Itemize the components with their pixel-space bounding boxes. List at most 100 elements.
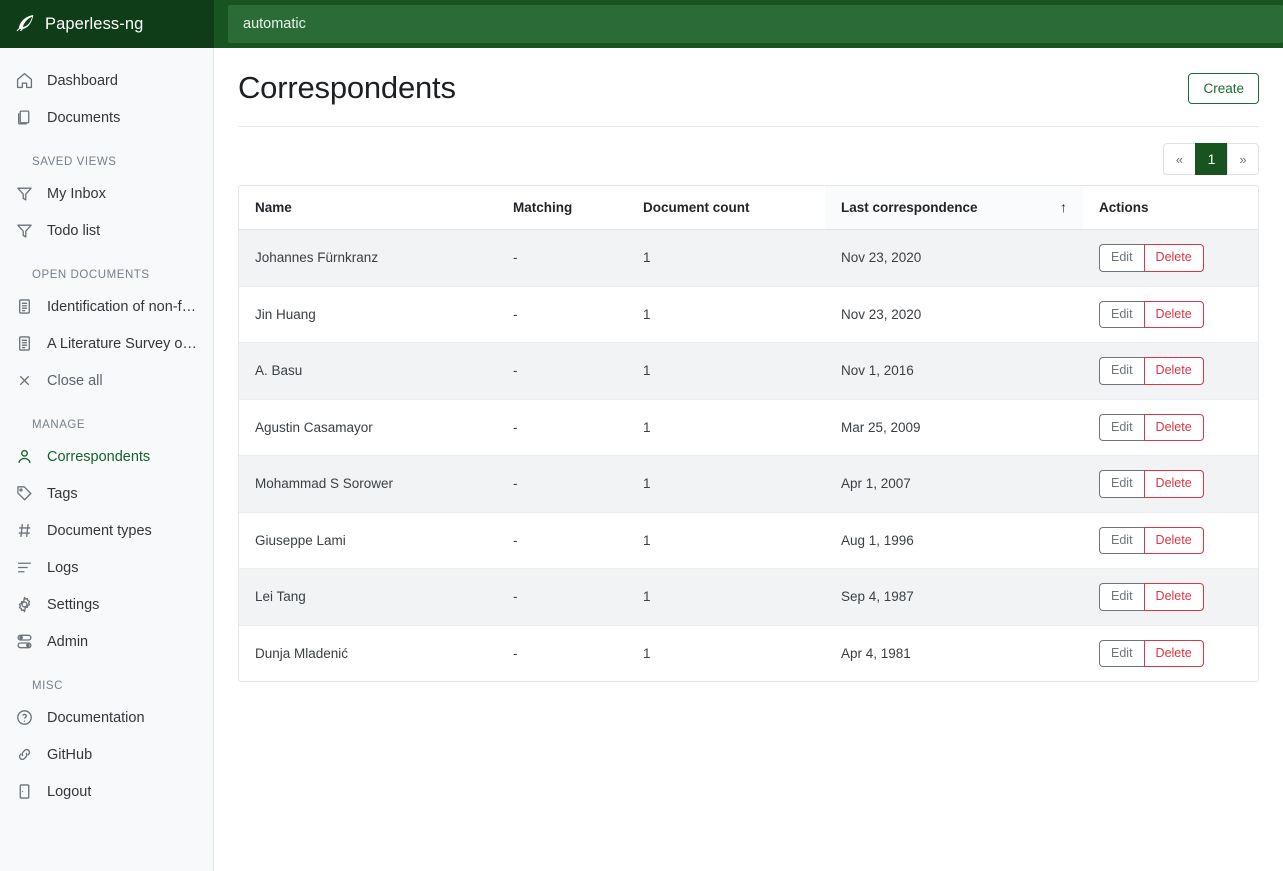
edit-button[interactable]: Edit <box>1099 357 1144 385</box>
cell-actions: Edit Delete <box>1083 399 1258 456</box>
cell-matching: - <box>497 455 627 513</box>
funnel-icon <box>16 222 33 239</box>
sidebar-item-documentation[interactable]: Documentation <box>0 699 213 736</box>
sidebar-item-logs[interactable]: Logs <box>0 549 213 586</box>
pagination-page-1[interactable]: 1 <box>1195 143 1227 175</box>
pagination-next[interactable]: » <box>1227 143 1259 175</box>
table-row: Dunja Mladenić -1 Apr 4, 1981 Edit Delete <box>239 625 1258 681</box>
sidebar-section-misc: Misc <box>32 680 63 692</box>
global-search-container <box>214 0 1283 48</box>
sidebar-section-manage: Manage <box>32 419 86 431</box>
create-button[interactable]: Create <box>1188 72 1259 104</box>
column-header-label: Last correspondence <box>841 200 978 215</box>
table-head: Name Matching Document count Last corres… <box>239 186 1258 230</box>
sidebar-item-label: Logout <box>47 783 92 800</box>
cell-document-count: 1 <box>627 286 825 343</box>
cell-actions: Edit Delete <box>1083 625 1258 681</box>
page-title: Correspondents <box>238 70 456 105</box>
toggles-icon <box>16 633 33 650</box>
edit-button[interactable]: Edit <box>1099 639 1144 667</box>
column-header-document-count[interactable]: Document count <box>627 186 825 230</box>
sidebar-item-logout[interactable]: Logout <box>0 773 213 810</box>
delete-button[interactable]: Delete <box>1143 357 1204 385</box>
cell-name: Johannes Fürnkranz <box>239 229 497 287</box>
sidebar-item-admin[interactable]: Admin <box>0 623 213 660</box>
delete-button[interactable]: Delete <box>1143 583 1204 611</box>
sidebar-item-close-all[interactable]: Close all <box>0 362 213 399</box>
edit-button[interactable]: Edit <box>1099 526 1144 554</box>
sidebar-item-label: Documentation <box>47 709 145 726</box>
column-header-name[interactable]: Name <box>239 186 497 230</box>
sidebar-item-label: Close all <box>47 372 103 389</box>
sidebar-section-open-documents: Open documents <box>32 269 150 281</box>
cell-last-correspondence: Mar 25, 2009 <box>825 399 1083 456</box>
sidebar-item-correspondents[interactable]: Correspondents <box>0 438 213 475</box>
sidebar-item-settings[interactable]: Settings <box>0 586 213 623</box>
sort-ascending-icon: ↑ <box>1060 199 1067 215</box>
sidebar-item-dashboard[interactable]: Dashboard <box>0 62 213 99</box>
sidebar-item-label: Logs <box>47 559 79 576</box>
row-action-group: Edit Delete <box>1099 526 1204 554</box>
sidebar-item-label: Identification of non-fu… <box>47 298 199 315</box>
cell-matching: - <box>497 625 627 681</box>
cell-document-count: 1 <box>627 455 825 513</box>
global-search-input[interactable] <box>228 5 1283 43</box>
cell-name: Mohammad S Sorower <box>239 455 497 513</box>
table-row: A. Basu -1 Nov 1, 2016 Edit Delete <box>239 342 1258 400</box>
column-header-last-correspondence[interactable]: Last correspondence ↑ <box>825 186 1083 230</box>
cell-name: A. Basu <box>239 342 497 400</box>
tag-icon <box>16 485 33 502</box>
hash-icon <box>16 522 33 539</box>
cell-document-count: 1 <box>627 229 825 287</box>
delete-button[interactable]: Delete <box>1143 470 1204 498</box>
edit-button[interactable]: Edit <box>1099 413 1144 441</box>
edit-button[interactable]: Edit <box>1099 244 1144 272</box>
sidebar-item-label: Settings <box>47 596 100 613</box>
cell-name: Jin Huang <box>239 286 497 343</box>
edit-button[interactable]: Edit <box>1099 583 1144 611</box>
row-action-group: Edit Delete <box>1099 300 1204 328</box>
delete-button[interactable]: Delete <box>1143 526 1204 554</box>
sidebar-item-github[interactable]: GitHub <box>0 736 213 773</box>
cell-matching: - <box>497 342 627 400</box>
correspondents-table-container: Name Matching Document count Last corres… <box>238 185 1259 682</box>
brand-area[interactable]: Paperless-ng <box>0 0 214 48</box>
sidebar-item-open-document-1[interactable]: Identification of non-fu… <box>0 288 213 325</box>
person-icon <box>16 448 33 465</box>
pagination-row: « 1 » <box>238 127 1259 185</box>
sidebar-item-documents[interactable]: Documents <box>0 99 213 136</box>
cell-matching: - <box>497 512 627 569</box>
cell-matching: - <box>497 286 627 343</box>
sidebar-item-my-inbox[interactable]: My Inbox <box>0 175 213 212</box>
cell-last-correspondence: Nov 1, 2016 <box>825 342 1083 400</box>
cell-name: Dunja Mladenić <box>239 625 497 681</box>
cell-last-correspondence: Apr 1, 2007 <box>825 455 1083 513</box>
row-action-group: Edit Delete <box>1099 357 1204 385</box>
column-header-matching[interactable]: Matching <box>497 186 627 230</box>
sidebar-item-tags[interactable]: Tags <box>0 475 213 512</box>
pagination-prev[interactable]: « <box>1163 143 1195 175</box>
cell-actions: Edit Delete <box>1083 512 1258 569</box>
logout-icon <box>16 783 33 800</box>
delete-button[interactable]: Delete <box>1143 413 1204 441</box>
cell-last-correspondence: Nov 23, 2020 <box>825 286 1083 343</box>
sidebar-item-todo-list[interactable]: Todo list <box>0 212 213 249</box>
pagination: « 1 » <box>1163 143 1259 175</box>
document-icon <box>16 335 33 352</box>
cell-name: Lei Tang <box>239 568 497 626</box>
delete-button[interactable]: Delete <box>1143 639 1204 667</box>
cell-matching: - <box>497 229 627 287</box>
delete-button[interactable]: Delete <box>1143 244 1204 272</box>
cell-actions: Edit Delete <box>1083 229 1258 287</box>
edit-button[interactable]: Edit <box>1099 300 1144 328</box>
delete-button[interactable]: Delete <box>1143 300 1204 328</box>
sidebar-item-open-document-2[interactable]: A Literature Survey on … <box>0 325 213 362</box>
edit-button[interactable]: Edit <box>1099 470 1144 498</box>
sidebar-item-document-types[interactable]: Document types <box>0 512 213 549</box>
table-row: Johannes Fürnkranz -1 Nov 23, 2020 Edit Dele… <box>239 229 1258 287</box>
cell-actions: Edit Delete <box>1083 286 1258 343</box>
table-row: Jin Huang -1 Nov 23, 2020 Edit Delete <box>239 286 1258 343</box>
sidebar-item-label: Admin <box>47 633 89 650</box>
row-action-group: Edit Delete <box>1099 583 1204 611</box>
sidebar-item-label: Document types <box>47 522 152 539</box>
